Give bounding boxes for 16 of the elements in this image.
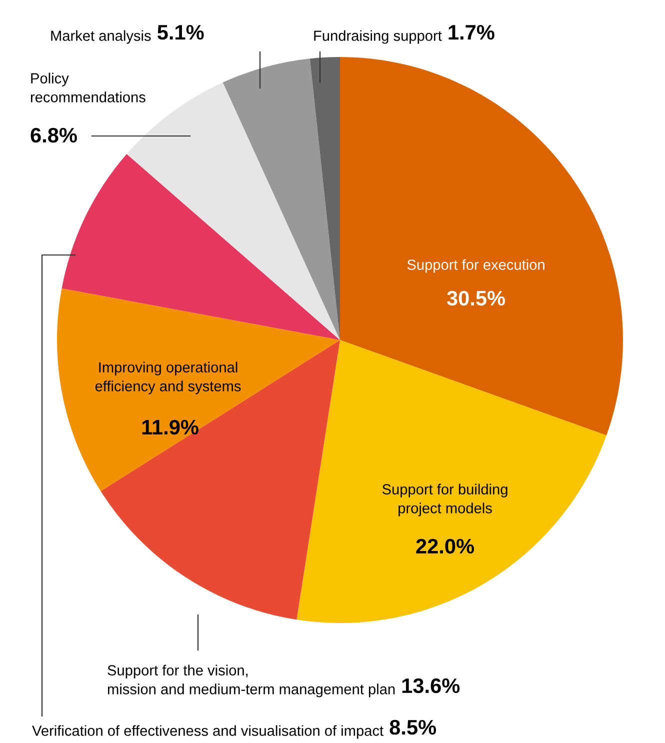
slice-label: Fundraising support (314, 30, 442, 44)
data-label: 13.6% (402, 678, 460, 694)
data-label: 1.7% (448, 24, 494, 40)
data-label: 11.9% (142, 420, 198, 435)
slice-label: Policy recommendations (30, 72, 146, 102)
slice-label: Support for execution (407, 259, 544, 273)
data-label: 30.5% (446, 290, 505, 306)
slice-label: Improving operational efficiency and systems (95, 362, 241, 394)
slice-label: Support for the vision, mission and medium-term management plan (108, 664, 395, 698)
slice-label: Market analysis (51, 30, 151, 44)
slice-label: Support for building project models (382, 484, 508, 516)
data-label: 8.5% (390, 720, 436, 735)
data-label: 6.8% (30, 128, 77, 143)
data-label: 22.0% (416, 538, 474, 554)
data-label: 5.1% (158, 24, 204, 40)
slice-label: Verification of effectiveness and visualisation of impact (32, 725, 384, 739)
